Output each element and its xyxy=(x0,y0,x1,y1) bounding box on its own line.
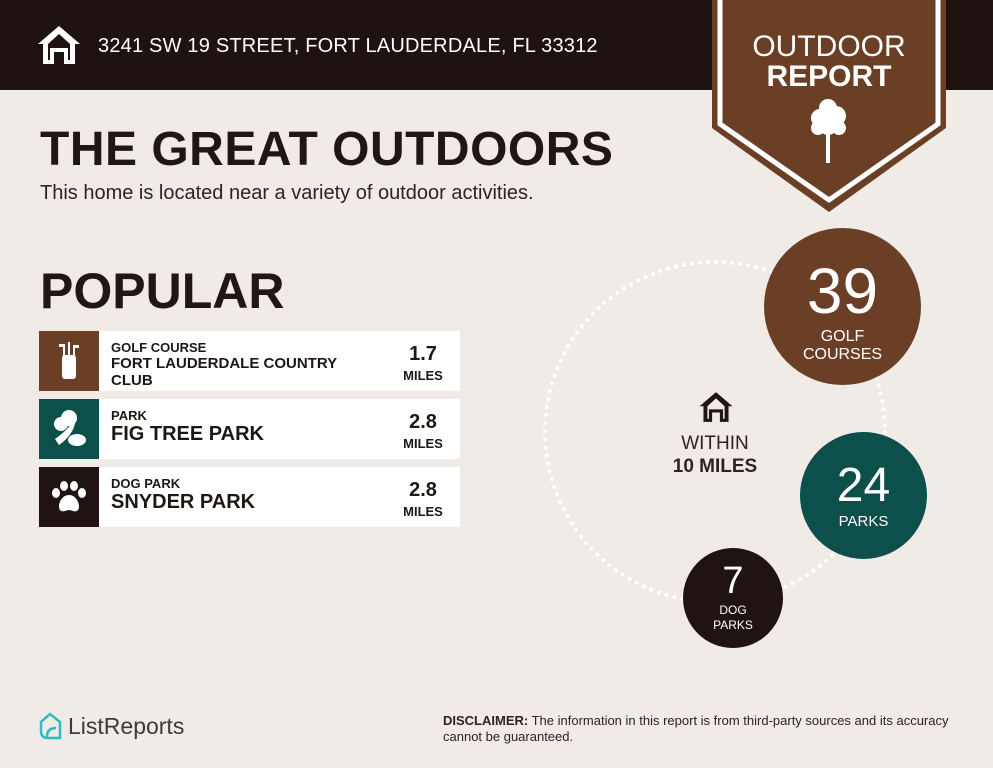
popular-item-golf: GOLF COURSE FORT LAUDERDALE COUNTRY CLUB… xyxy=(39,331,460,391)
count-dog-parks: 7 DOG PARKS xyxy=(683,548,783,648)
outdoor-report-badge: OUTDOOR REPORT xyxy=(712,0,946,212)
page-title: THE GREAT OUTDOORS xyxy=(40,123,614,176)
golf-bag-icon xyxy=(39,331,99,391)
count-golf-courses: 39 GOLF COURSES xyxy=(764,228,921,385)
home-icon xyxy=(699,392,733,422)
tree-icon xyxy=(811,99,846,163)
property-address: 3241 SW 19 STREET, FORT LAUDERDALE, FL 3… xyxy=(98,35,598,57)
disclaimer: DISCLAIMER: The information in this repo… xyxy=(443,713,949,744)
popular-item-park: PARK FIG TREE PARK 2.8 MILES xyxy=(39,399,460,459)
paw-icon xyxy=(39,467,99,527)
park-trees-icon xyxy=(39,399,99,459)
listreports-logo-icon xyxy=(39,712,62,740)
count-parks: 24 PARKS xyxy=(800,432,927,559)
home-icon xyxy=(38,26,80,64)
page-subtitle: This home is located near a variety of o… xyxy=(40,182,534,204)
popular-heading: POPULAR xyxy=(40,263,285,319)
listreports-logo: ListReports xyxy=(38,712,184,740)
popular-item-dog-park: DOG PARK SNYDER PARK 2.8 MILES xyxy=(39,467,460,527)
within-radius: WITHIN 10 MILES xyxy=(672,433,758,477)
